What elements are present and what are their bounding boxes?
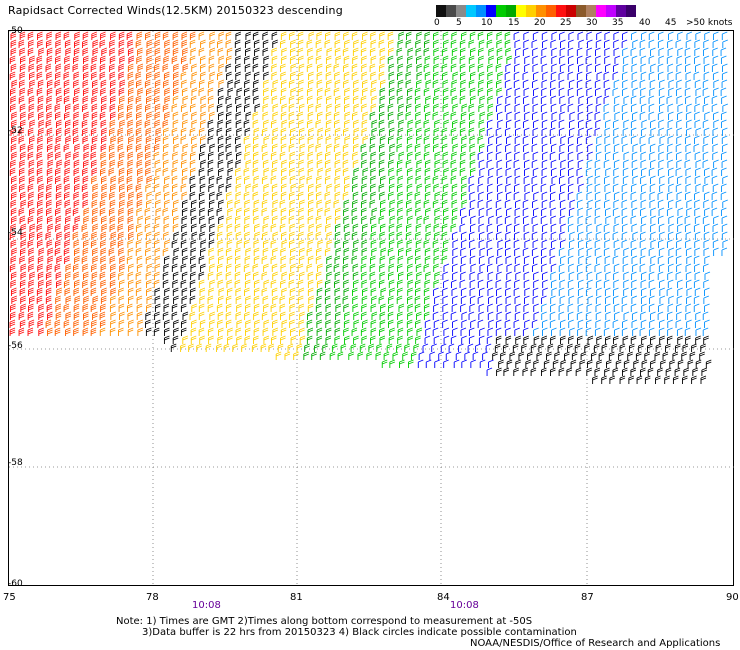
note-line-2: 3)Data buffer is 22 hrs from 20150323 4)… bbox=[142, 627, 577, 638]
scale-label-0: 0 bbox=[434, 18, 440, 28]
scale-label-25: 25 bbox=[560, 18, 572, 28]
scale-label-10: 10 bbox=[481, 18, 493, 28]
scale-color-8 bbox=[516, 5, 526, 17]
color-scale-bar bbox=[436, 5, 736, 17]
scale-label-30: 30 bbox=[586, 18, 598, 28]
time-label-1: 10:08 bbox=[192, 600, 221, 611]
scale-color-18 bbox=[616, 5, 626, 17]
lon-label-87: 87 bbox=[581, 592, 594, 603]
scale-color-7 bbox=[506, 5, 516, 17]
lon-label-75: 75 bbox=[3, 592, 16, 603]
scale-label-15: 15 bbox=[508, 18, 520, 28]
scale-color-12 bbox=[556, 5, 566, 17]
lat-label-52: -52 bbox=[8, 126, 23, 136]
lat-label-60: -60 bbox=[8, 579, 23, 589]
scale-color-11 bbox=[546, 5, 556, 17]
scale-color-17 bbox=[606, 5, 616, 17]
chart-title: Rapidsact Corrected Winds(12.5KM) 201503… bbox=[8, 4, 343, 17]
lon-label-90: 90 bbox=[726, 592, 739, 603]
lon-label-78: 78 bbox=[146, 592, 159, 603]
scale-color-10 bbox=[536, 5, 546, 17]
lon-label-84: 84 bbox=[437, 592, 450, 603]
scale-label-35: 35 bbox=[612, 18, 624, 28]
scale-color-19 bbox=[626, 5, 636, 17]
scale-color-15 bbox=[586, 5, 596, 17]
note-line-3: NOAA/NESDIS/Office of Research and Appli… bbox=[470, 638, 721, 649]
lat-label-58: -58 bbox=[8, 458, 23, 468]
color-scale-labels: 0 5 10 15 20 25 30 35 40 45 >50 knots bbox=[434, 17, 736, 29]
lat-label-50: -50 bbox=[8, 26, 23, 36]
scale-label-50-knots: >50 knots bbox=[686, 18, 733, 28]
scale-color-2 bbox=[456, 5, 466, 17]
time-label-2: 10:08 bbox=[450, 600, 479, 611]
wind-barb-plot bbox=[9, 31, 735, 587]
scale-color-16 bbox=[596, 5, 606, 17]
scale-color-6 bbox=[496, 5, 506, 17]
wind-speed-color-scale: 0 5 10 15 20 25 30 35 40 45 >50 knots bbox=[434, 5, 736, 29]
lat-label-56: -56 bbox=[8, 341, 23, 351]
scale-label-40: 40 bbox=[639, 18, 651, 28]
scale-color-14 bbox=[576, 5, 586, 17]
wind-map bbox=[8, 30, 735, 587]
scale-color-5 bbox=[486, 5, 496, 17]
scale-color-0 bbox=[436, 5, 446, 17]
note-line-1: Note: 1) Times are GMT 2)Times along bot… bbox=[116, 616, 533, 627]
scale-color-4 bbox=[476, 5, 486, 17]
lon-label-81: 81 bbox=[290, 592, 303, 603]
scale-color-3 bbox=[466, 5, 476, 17]
scale-color-1 bbox=[446, 5, 456, 17]
scale-color-13 bbox=[566, 5, 576, 17]
wind-barbs bbox=[9, 31, 729, 384]
scale-label-5: 5 bbox=[456, 18, 462, 28]
scale-label-20: 20 bbox=[534, 18, 546, 28]
scale-color-9 bbox=[526, 5, 536, 17]
scale-label-45: 45 bbox=[665, 18, 677, 28]
lat-label-54: -54 bbox=[8, 228, 23, 238]
